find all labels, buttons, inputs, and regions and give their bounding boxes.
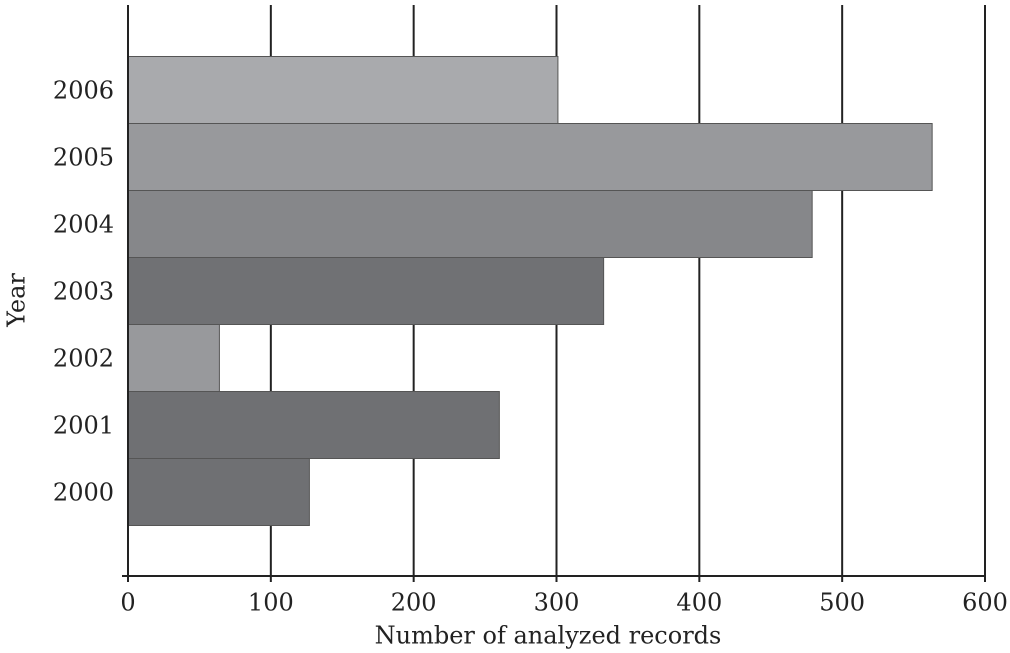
x-tick-label: 400	[676, 589, 722, 617]
bar	[127, 190, 813, 258]
bar	[127, 391, 500, 459]
y-tick-label: 2005	[53, 144, 114, 172]
bar	[127, 458, 310, 526]
bar	[127, 56, 559, 124]
bar	[127, 257, 605, 325]
y-tick-label: 2003	[53, 278, 114, 306]
bar	[127, 123, 933, 191]
x-tick-label: 200	[391, 589, 437, 617]
x-tick-label: 300	[534, 589, 580, 617]
x-axis-label: Number of analyzed records	[375, 622, 722, 650]
y-axis-label: Year	[3, 273, 31, 328]
y-tick-label: 2002	[53, 345, 114, 373]
y-tick-label: 2000	[53, 479, 114, 507]
x-tick-label: 600	[962, 589, 1008, 617]
x-tick-label: 500	[819, 589, 865, 617]
y-tick-label: 2001	[53, 412, 114, 440]
y-tick-label: 2006	[53, 77, 114, 105]
x-tick-label: 100	[248, 589, 294, 617]
bar	[127, 324, 220, 392]
y-tick-label: 2004	[53, 211, 114, 239]
x-tick-label: 0	[120, 589, 135, 617]
